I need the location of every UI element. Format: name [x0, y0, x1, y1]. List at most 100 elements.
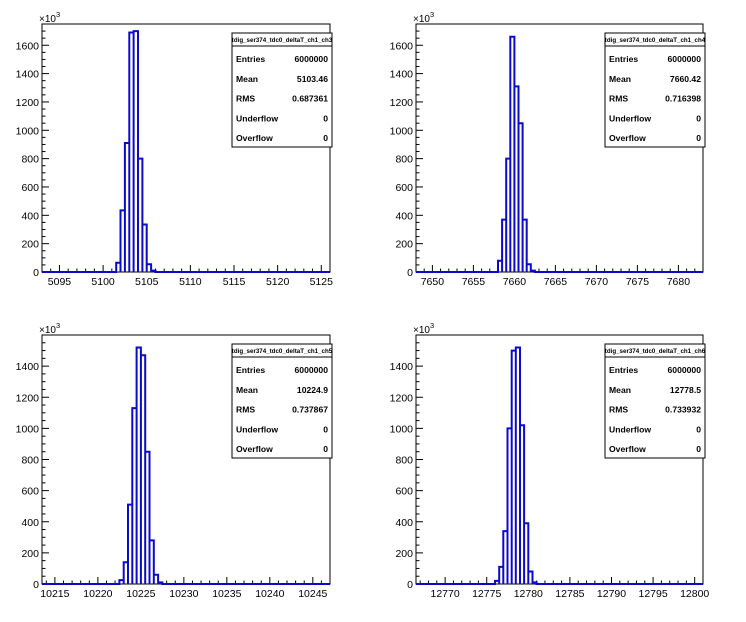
histogram-bin	[512, 351, 516, 584]
stat-value: 6000000	[668, 54, 702, 64]
x-tick-label: 10220	[83, 588, 112, 600]
x-tick-label: 7655	[462, 276, 486, 288]
y-tick-label: 1000	[16, 125, 40, 137]
y-tick-label: 1200	[16, 392, 40, 404]
histogram-bin	[519, 123, 523, 272]
y-tick-label: 200	[21, 239, 39, 251]
histogram-bin	[129, 33, 133, 272]
stat-value: 0	[323, 444, 328, 454]
stat-value: 6000000	[295, 54, 329, 64]
histogram-panel-1: 5095 5100 5105 5110 5115 5120 5125 0 200 400 600 80…	[16, 10, 333, 288]
y-tick-label: 1600	[390, 40, 414, 52]
y-multiplier-exponent: 3	[430, 321, 434, 330]
histogram-bin	[134, 31, 138, 272]
x-tick-label: 10235	[212, 588, 241, 600]
stat-label: RMS	[236, 94, 255, 104]
y-tick-label: 1400	[390, 361, 414, 373]
histogram-bin	[137, 347, 141, 584]
stat-label: Entries	[609, 54, 638, 64]
stat-label: Entries	[236, 54, 265, 64]
histogram-bin	[508, 428, 512, 584]
y-tick-label: 1000	[390, 125, 414, 137]
y-tick-label: 0	[33, 267, 39, 279]
stat-label: Mean	[236, 385, 258, 395]
x-tick-label: 7660	[503, 276, 527, 288]
x-tick-label: 7670	[585, 276, 609, 288]
stat-value: 0.687361	[292, 94, 328, 104]
x-tick-label: 12775	[472, 588, 501, 600]
stat-label: Underflow	[609, 113, 651, 123]
y-tick-label: 0	[407, 267, 413, 279]
histogram-bin	[138, 159, 142, 272]
histogram-bin	[145, 452, 149, 584]
x-tick-label: 7665	[544, 276, 568, 288]
histogram-bin	[154, 575, 158, 584]
histogram-bin	[527, 264, 531, 272]
histogram-bin	[503, 531, 507, 584]
x-tick-label: 12785	[555, 588, 584, 600]
x-tick-label: 12790	[597, 588, 626, 600]
stat-value: 0	[696, 113, 701, 123]
y-tick-label: 800	[395, 154, 413, 166]
x-tick-label: 5120	[266, 276, 290, 288]
histogram-bin	[158, 582, 162, 584]
y-multiplier-exponent: 3	[56, 10, 60, 19]
y-multiplier-base: ×10	[413, 325, 430, 336]
y-tick-label: 200	[395, 239, 413, 251]
x-tick-label: 10245	[298, 588, 327, 600]
x-tick-label: 5100	[91, 276, 115, 288]
stat-value: 0.716398	[665, 94, 701, 104]
y-tick-label: 800	[395, 455, 413, 467]
stat-value: 0.737867	[292, 405, 328, 415]
histogram-bin	[523, 220, 527, 272]
stat-label: Underflow	[609, 424, 651, 434]
stat-label: Overflow	[609, 444, 646, 454]
histogram-bin	[516, 347, 520, 584]
y-multiplier-base: ×10	[39, 14, 56, 25]
stats-title: tdig_ser374_tdc0_deltaT_ch1_ch4	[605, 37, 706, 44]
stat-label: Entries	[236, 365, 265, 375]
x-tick-label: 10215	[40, 588, 69, 600]
histogram-outline	[42, 30, 330, 273]
y-multiplier-base: ×10	[39, 325, 56, 336]
stats-title: tdig_ser374_tdc0_deltaT_ch1_ch6	[605, 348, 706, 355]
stat-value: 0	[323, 133, 328, 143]
y-multiplier-label: ×103	[39, 321, 60, 336]
histogram-outline	[416, 346, 703, 585]
x-tick-label: 12780	[514, 588, 543, 600]
y-tick-label: 1200	[390, 97, 414, 109]
y-tick-label: 600	[21, 486, 39, 498]
stats-box	[604, 32, 706, 148]
stat-value: 0	[323, 113, 328, 123]
histogram-bin	[528, 572, 532, 584]
histogram-bin	[151, 271, 155, 272]
stat-value: 12778.5	[670, 385, 701, 395]
y-tick-label: 1600	[16, 40, 40, 52]
histogram-bin	[520, 425, 524, 584]
y-tick-label: 200	[21, 548, 39, 560]
x-tick-label: 12770	[431, 588, 460, 600]
x-tick-label: 12795	[638, 588, 667, 600]
y-tick-label: 400	[395, 517, 413, 529]
stat-value: 0	[323, 424, 328, 434]
y-tick-label: 1000	[390, 423, 414, 435]
histogram-bin	[506, 159, 510, 272]
histogram-panel-4: 12770 12775 12780 12785 12790 12795 12800 0 200 4…	[390, 321, 710, 600]
stat-label: RMS	[609, 405, 628, 415]
x-tick-label: 7680	[667, 276, 691, 288]
y-tick-label: 0	[33, 579, 39, 591]
stat-label: Overflow	[236, 444, 273, 454]
histogram-bin	[495, 581, 499, 584]
y-tick-label: 200	[395, 548, 413, 560]
y-tick-label: 600	[21, 182, 39, 194]
stats-box	[231, 32, 333, 148]
histogram-bin	[121, 210, 125, 272]
histogram-bin	[119, 580, 123, 584]
stat-label: RMS	[236, 405, 255, 415]
y-tick-label: 1000	[16, 423, 40, 435]
stat-value: 0	[696, 444, 701, 454]
x-tick-label: 7675	[626, 276, 650, 288]
histogram-bin	[125, 143, 129, 272]
x-tick-label: 5095	[48, 276, 72, 288]
